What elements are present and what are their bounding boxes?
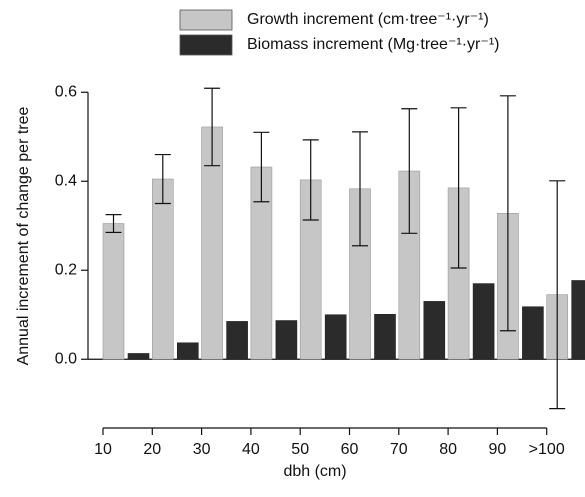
error-bar (154, 153, 171, 205)
x-tick-label: 90 (489, 441, 507, 458)
error-bar (204, 87, 221, 167)
error-bar (253, 131, 270, 203)
bar (324, 314, 347, 360)
error-bar (450, 107, 467, 269)
x-tick-label: 60 (341, 441, 359, 458)
error-bar (105, 214, 122, 234)
bar (423, 301, 446, 360)
bar (472, 283, 495, 360)
x-tick-label: 50 (291, 441, 309, 458)
bar (177, 342, 199, 360)
bar (102, 223, 125, 360)
y-tick-label: 0.2 (55, 261, 77, 278)
y-tick-label: 0.0 (55, 350, 77, 367)
bar (226, 321, 248, 360)
bar (152, 178, 174, 360)
bar (571, 280, 585, 360)
error-bar (302, 139, 319, 221)
x-tick-label: 10 (94, 441, 112, 458)
legend-label: Growth increment (cm·tree⁻¹·yr⁻¹) (247, 11, 489, 28)
x-tick-label: 80 (439, 441, 457, 458)
bar (127, 353, 150, 360)
x-tick-label: >100 (529, 441, 565, 458)
x-axis-label: dbh (cm) (283, 463, 346, 480)
x-tick-label: 40 (242, 441, 260, 458)
error-bar (401, 108, 418, 234)
y-tick-label: 0.6 (55, 83, 77, 100)
x-tick-label: 70 (390, 441, 408, 458)
bar (275, 320, 298, 360)
error-bar (352, 131, 368, 247)
x-tick-label: 20 (143, 441, 161, 458)
error-bar (499, 95, 516, 332)
bar (522, 306, 544, 360)
legend-swatch (179, 34, 233, 56)
x-tick-label: 30 (193, 441, 211, 458)
bar (374, 314, 396, 360)
y-axis-label: Annual increment of change per tree (15, 106, 32, 365)
y-tick-label: 0.4 (55, 172, 77, 189)
error-bar (549, 180, 566, 410)
legend-swatch (179, 9, 233, 31)
legend-label: Biomass increment (Mg·tree⁻¹·yr⁻¹) (247, 36, 499, 53)
